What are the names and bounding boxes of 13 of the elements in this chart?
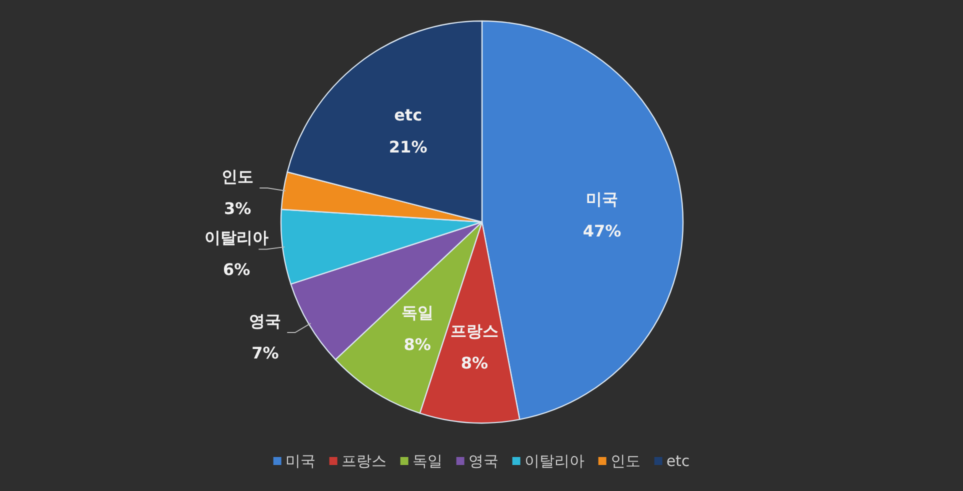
legend-label: 미국: [285, 452, 316, 470]
legend-label: 인도: [610, 452, 640, 470]
slice-label: 이탈리아: [204, 228, 269, 248]
legend-label: etc: [666, 452, 690, 470]
slice-label: 영국: [249, 312, 282, 331]
legend-label: 이탈리아: [524, 452, 584, 470]
legend-label: 프랑스: [341, 452, 386, 470]
data-label: 3%: [224, 199, 252, 218]
slice-label: 인도: [222, 167, 254, 186]
legend-label: 영국: [468, 452, 498, 470]
data-label: 7%: [252, 344, 279, 363]
data-label: 6%: [223, 260, 250, 280]
legend-label: 독일: [412, 452, 442, 470]
